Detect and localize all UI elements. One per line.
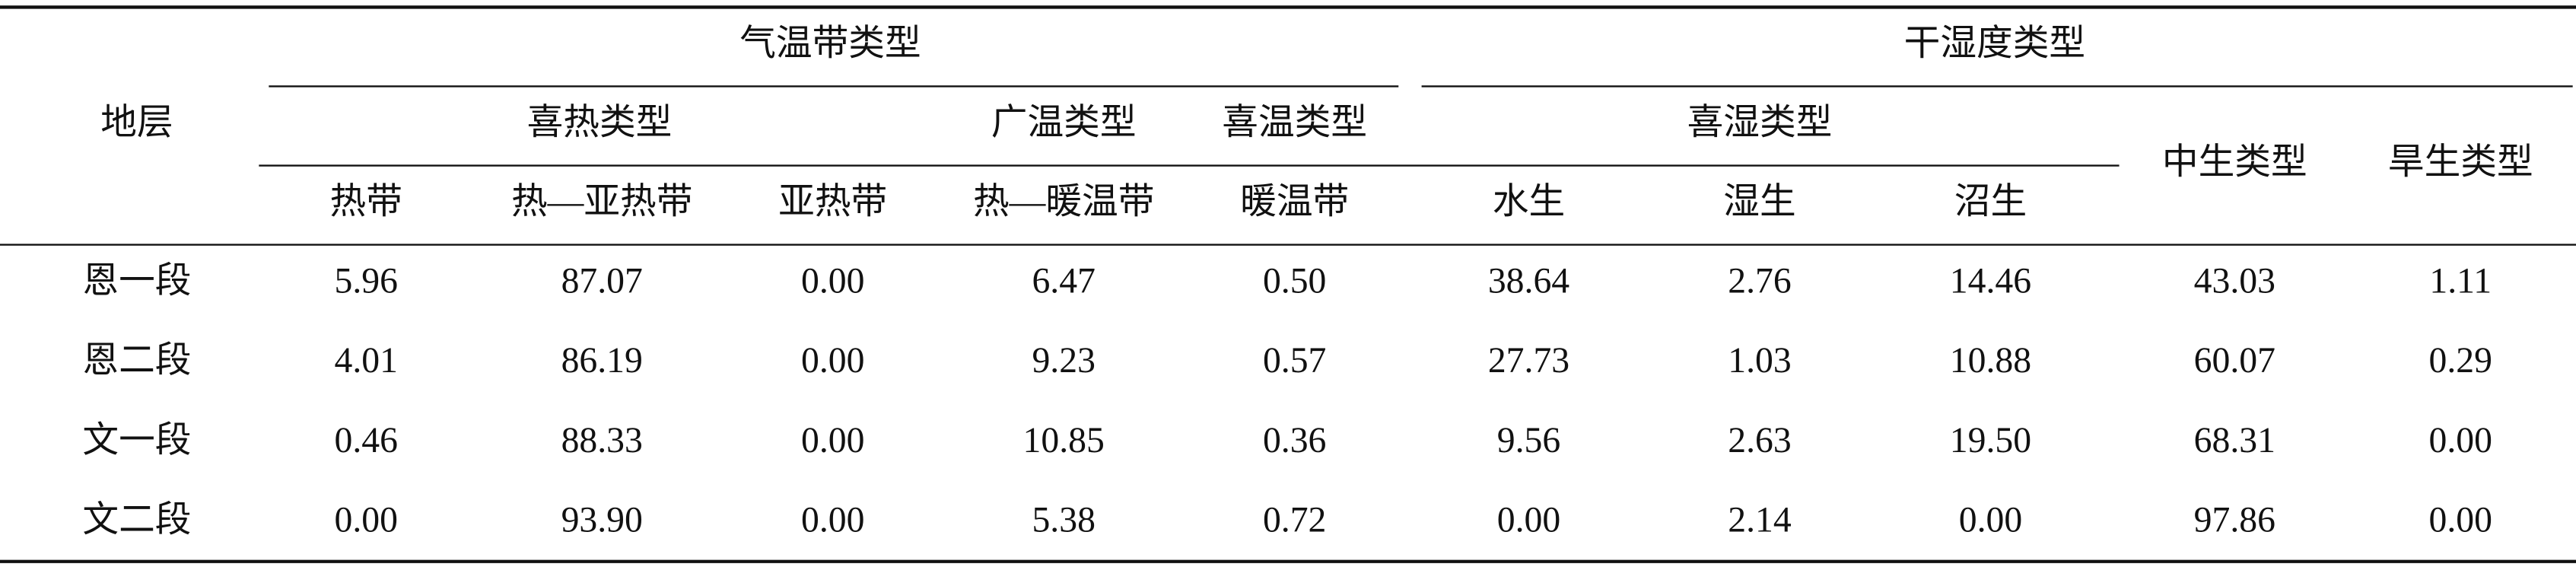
cell: 88.33 [561, 421, 643, 460]
cell: 0.00 [801, 341, 864, 381]
group-header: 气温带类型 [739, 24, 921, 63]
subgroup-header: 喜热类型 [527, 103, 673, 142]
column-header: 湿生 [1723, 182, 1795, 221]
stub-header: 地层 [100, 103, 173, 142]
cell: 1.03 [1728, 341, 1791, 381]
cell: 0.00 [2429, 421, 2492, 460]
cell: 4.01 [335, 341, 398, 381]
row-label: 文二段 [82, 501, 191, 540]
column-header: 中生类型 [2162, 142, 2307, 182]
cell: 68.31 [2194, 421, 2275, 460]
row-label: 恩一段 [82, 262, 191, 301]
cell: 0.57 [1263, 341, 1326, 381]
column-header: 水生 [1493, 182, 1565, 221]
cell: 0.46 [335, 421, 398, 460]
cell: 5.38 [1032, 501, 1095, 540]
group-header: 干湿度类型 [1904, 24, 2085, 63]
row-label: 恩二段 [82, 341, 191, 381]
cell: 38.64 [1488, 262, 1569, 301]
cell: 6.47 [1032, 262, 1095, 301]
cell: 43.03 [2194, 262, 2275, 301]
cell: 0.00 [335, 501, 398, 540]
column-header: 热带 [330, 182, 402, 221]
cell: 60.07 [2194, 341, 2275, 381]
cell: 14.46 [1950, 262, 2031, 301]
cell: 0.50 [1263, 262, 1326, 301]
row-label: 文一段 [82, 421, 191, 460]
cell: 0.00 [1959, 501, 2022, 540]
cell: 0.36 [1263, 421, 1326, 460]
column-header: 热—亚热带 [511, 182, 692, 221]
subgroup-header: 广温类型 [991, 103, 1137, 142]
cell: 97.86 [2194, 501, 2275, 540]
cell: 27.73 [1488, 341, 1569, 381]
column-header: 沼生 [1954, 182, 2027, 221]
cell: 0.72 [1263, 501, 1326, 540]
cell: 2.63 [1728, 421, 1791, 460]
cell: 0.00 [801, 421, 864, 460]
cell: 10.88 [1950, 341, 2031, 381]
cell: 0.00 [1497, 501, 1560, 540]
column-header: 旱生类型 [2388, 142, 2533, 182]
cell: 0.00 [2429, 501, 2492, 540]
cell: 10.85 [1023, 421, 1105, 460]
cell: 9.23 [1032, 341, 1095, 381]
column-header: 暖温带 [1240, 182, 1349, 221]
cell: 0.00 [801, 501, 864, 540]
column-header: 热—暖温带 [973, 182, 1154, 221]
cell: 1.11 [2429, 262, 2492, 301]
cell: 2.76 [1728, 262, 1791, 301]
cell: 2.14 [1728, 501, 1792, 540]
column-header: 亚热带 [778, 182, 887, 221]
cell: 0.29 [2429, 341, 2492, 381]
subgroup-header: 喜温类型 [1222, 103, 1367, 142]
cell: 87.07 [561, 262, 643, 301]
cell: 93.90 [561, 501, 643, 540]
cell: 19.50 [1950, 421, 2031, 460]
cell: 86.19 [561, 341, 643, 381]
cell: 0.00 [801, 262, 864, 301]
subgroup-header: 喜湿类型 [1687, 103, 1833, 142]
cell: 9.56 [1497, 421, 1560, 460]
cell: 5.96 [335, 262, 398, 301]
